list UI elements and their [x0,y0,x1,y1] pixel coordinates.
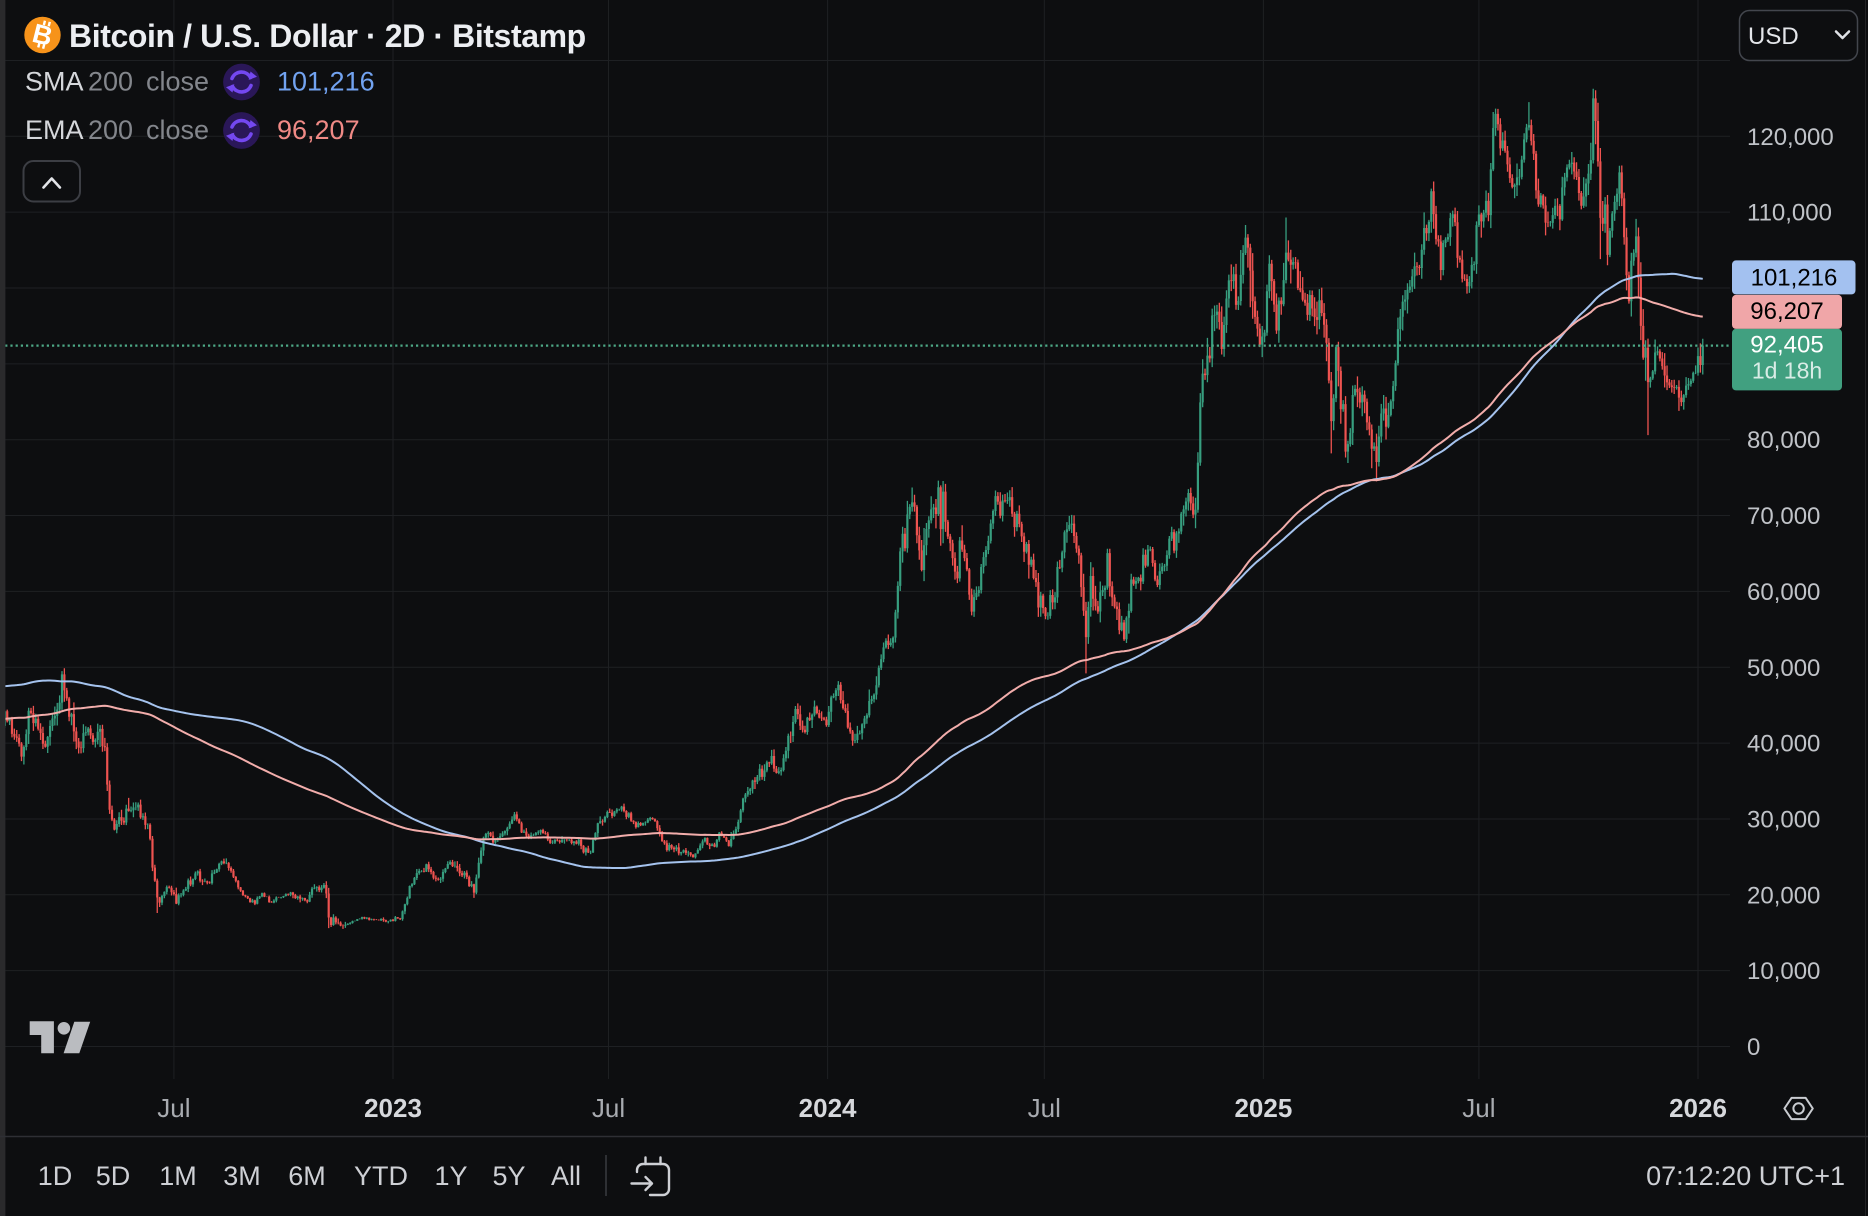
svg-text:30,000: 30,000 [1747,806,1820,833]
svg-text:Jul: Jul [592,1093,625,1123]
svg-text:96,207: 96,207 [277,115,360,145]
svg-text:Jul: Jul [157,1093,190,1123]
svg-text:20,000: 20,000 [1747,882,1820,909]
svg-text:Jul: Jul [1462,1093,1495,1123]
svg-text:Jul: Jul [1028,1093,1061,1123]
svg-text:Bitcoin / U.S. Dollar · 2D · B: Bitcoin / U.S. Dollar · 2D · Bitstamp [69,18,586,54]
svg-text:1D: 1D [38,1161,73,1191]
svg-text:5D: 5D [96,1161,131,1191]
svg-text:SMA: SMA [25,67,84,97]
svg-text:USD: USD [1748,23,1799,50]
svg-text:All: All [551,1161,581,1191]
svg-text:EMA: EMA [25,115,84,145]
svg-text:0: 0 [1747,1034,1760,1061]
svg-text:40,000: 40,000 [1747,731,1820,758]
svg-text:1Y: 1Y [434,1161,467,1191]
svg-text:1M: 1M [159,1161,197,1191]
svg-text:50,000: 50,000 [1747,655,1820,682]
svg-text:92,405: 92,405 [1750,332,1823,359]
svg-text:110,000: 110,000 [1747,200,1832,227]
svg-text:3M: 3M [223,1161,261,1191]
svg-text:close: close [146,115,209,145]
svg-text:70,000: 70,000 [1747,503,1820,530]
svg-text:80,000: 80,000 [1747,427,1820,454]
svg-text:YTD: YTD [354,1161,408,1191]
svg-text:1d 18h: 1d 18h [1752,358,1822,384]
svg-text:6M: 6M [288,1161,326,1191]
svg-text:200: 200 [88,67,133,97]
svg-text:60,000: 60,000 [1747,579,1820,606]
svg-text:101,216: 101,216 [277,67,375,97]
svg-text:96,207: 96,207 [1750,298,1823,325]
svg-text:101,216: 101,216 [1751,265,1838,292]
svg-text:close: close [146,67,209,97]
svg-text:2024: 2024 [799,1093,857,1123]
svg-text:07:12:20 UTC+1: 07:12:20 UTC+1 [1646,1161,1845,1191]
svg-text:2025: 2025 [1234,1093,1292,1123]
svg-text:120,000: 120,000 [1747,124,1834,151]
svg-text:10,000: 10,000 [1747,958,1820,985]
svg-text:5Y: 5Y [492,1161,525,1191]
svg-text:2026: 2026 [1669,1093,1727,1123]
svg-text:200: 200 [88,115,133,145]
svg-text:2023: 2023 [364,1093,422,1123]
